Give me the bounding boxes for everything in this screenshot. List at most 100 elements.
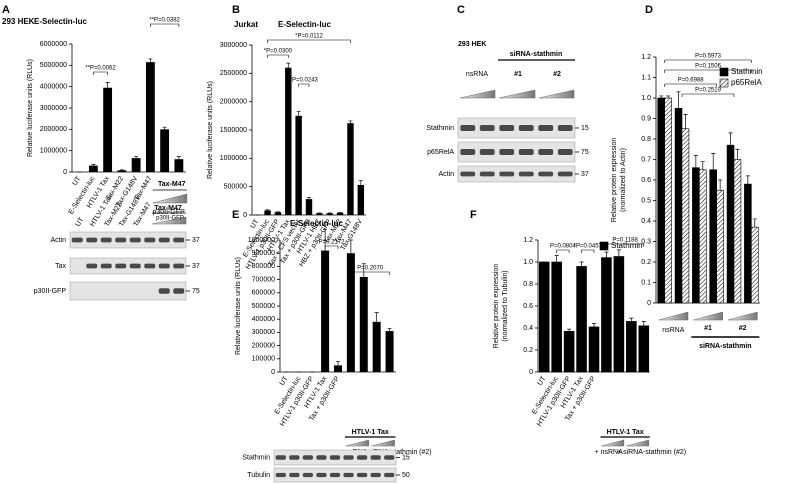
error-bar: [176, 156, 181, 160]
significance-bracket: [324, 245, 339, 249]
blot-band: [329, 472, 341, 478]
blot-group-label: #1: [514, 71, 522, 78]
error-bar: [348, 239, 353, 254]
blot-band: [499, 149, 515, 155]
blot-band: [557, 171, 573, 177]
y-tick-label: 600000: [252, 290, 275, 297]
y-tick-label: 0: [647, 300, 651, 307]
annotation: **P=0.0382: [149, 18, 180, 24]
bar: [716, 189, 724, 304]
bar: [726, 144, 735, 304]
significance-bracket: [150, 23, 180, 27]
group-label: Tax-M47: [158, 181, 186, 188]
y-tick-label: 2000000: [220, 99, 247, 106]
y-tick-label: 800000: [252, 263, 275, 270]
blot-band: [460, 149, 476, 155]
error-bar: [711, 153, 716, 170]
legend-label: p65RelA: [731, 78, 762, 87]
blot-band: [86, 263, 98, 269]
y-tick-label: 0.4: [523, 325, 533, 332]
blot-band: [499, 125, 515, 131]
significance-bracket: [267, 54, 289, 58]
panel-letter: B: [232, 4, 240, 16]
y-tick-label: 200000: [252, 342, 275, 349]
bar: [588, 326, 600, 373]
blot-row-label: p65RelA: [427, 149, 454, 156]
bar: [321, 250, 330, 372]
blot-row-label: p30II-GFP: [34, 288, 67, 295]
significance-bracket: [556, 249, 570, 253]
group-label: #1: [704, 325, 712, 332]
bar: [117, 170, 127, 172]
blot-band: [275, 455, 286, 460]
legend-swatch: [719, 67, 729, 77]
legend-label: Stathmin: [611, 241, 643, 250]
gradient-wedge: [151, 216, 187, 225]
blot-group-label: nsRNA: [466, 71, 489, 78]
annotation: P=0.6988: [678, 78, 705, 84]
bar: [326, 213, 333, 215]
panel-heading: E-Selectin-luc: [278, 20, 331, 29]
bar: [551, 261, 562, 373]
bar: [295, 115, 302, 215]
y-tick-label: 0.3: [641, 238, 651, 245]
error-bar: [728, 132, 733, 146]
annotation: P=0.2172: [319, 240, 346, 246]
group-label: + siRNA-stathmin (#2): [363, 449, 432, 456]
error-bar: [134, 156, 139, 159]
bar: [733, 159, 742, 304]
blot-band: [144, 237, 156, 243]
error-bar: [666, 95, 671, 98]
group-label: #2: [739, 325, 747, 332]
significance-bracket: [93, 71, 108, 75]
significance-bracket: [664, 69, 752, 73]
blot-row-label: Tubulin: [247, 472, 270, 479]
y-tick-label: 900000: [252, 250, 275, 257]
gradient-wedge: [538, 89, 575, 99]
legend-swatch: [599, 241, 609, 251]
error-bar: [286, 62, 291, 68]
error-bar: [604, 251, 609, 258]
significance-bracket: [581, 249, 595, 253]
gradient-wedge: [371, 439, 395, 447]
blot-band: [100, 263, 112, 269]
bar: [131, 158, 141, 172]
blot-band: [158, 237, 170, 243]
blot-band: [129, 237, 141, 243]
y-tick-label: 1.2: [641, 54, 651, 61]
annotation: P=0.2519: [695, 88, 722, 94]
significance-bracket: [664, 83, 717, 87]
blot-marker: 15: [402, 454, 410, 461]
bar: [613, 256, 625, 373]
blot-band: [115, 263, 127, 269]
annotation: *P=0.0112: [295, 34, 323, 40]
blot-band: [479, 125, 495, 131]
annotation: *P=0.0300: [264, 49, 293, 55]
significance-bracket: [267, 39, 351, 43]
significance-bracket: [606, 243, 645, 247]
error-bar: [265, 209, 270, 211]
bar: [576, 266, 587, 373]
y-tick-label: 100000: [252, 356, 275, 363]
error-bar: [567, 328, 572, 332]
y-axis-label: Relative luciferase units (RLUs): [235, 257, 242, 355]
annotation: *P=0.0243: [290, 78, 319, 84]
blot-band: [479, 149, 495, 155]
panel-letter: E: [232, 209, 239, 221]
x-tick-label: UT: [279, 375, 290, 387]
y-tick-label: 4000000: [40, 84, 67, 91]
y-tick-label: 0.1: [641, 279, 651, 286]
x-tick-label: UT: [71, 175, 82, 187]
gradient-wedge: [152, 193, 188, 204]
panel-heading: E-Selectin-luc: [34, 17, 87, 26]
blot-marker: 37: [581, 171, 589, 178]
blot-band: [370, 455, 381, 460]
blot-lane-label: UT: [75, 216, 86, 228]
error-bar: [641, 321, 646, 326]
bar: [601, 257, 612, 373]
error-bar: [105, 82, 110, 88]
blot-band: [370, 472, 381, 478]
group-label: p30II-GFP: [152, 209, 185, 216]
bar: [285, 67, 292, 216]
y-tick-label: 1.0: [523, 259, 533, 266]
